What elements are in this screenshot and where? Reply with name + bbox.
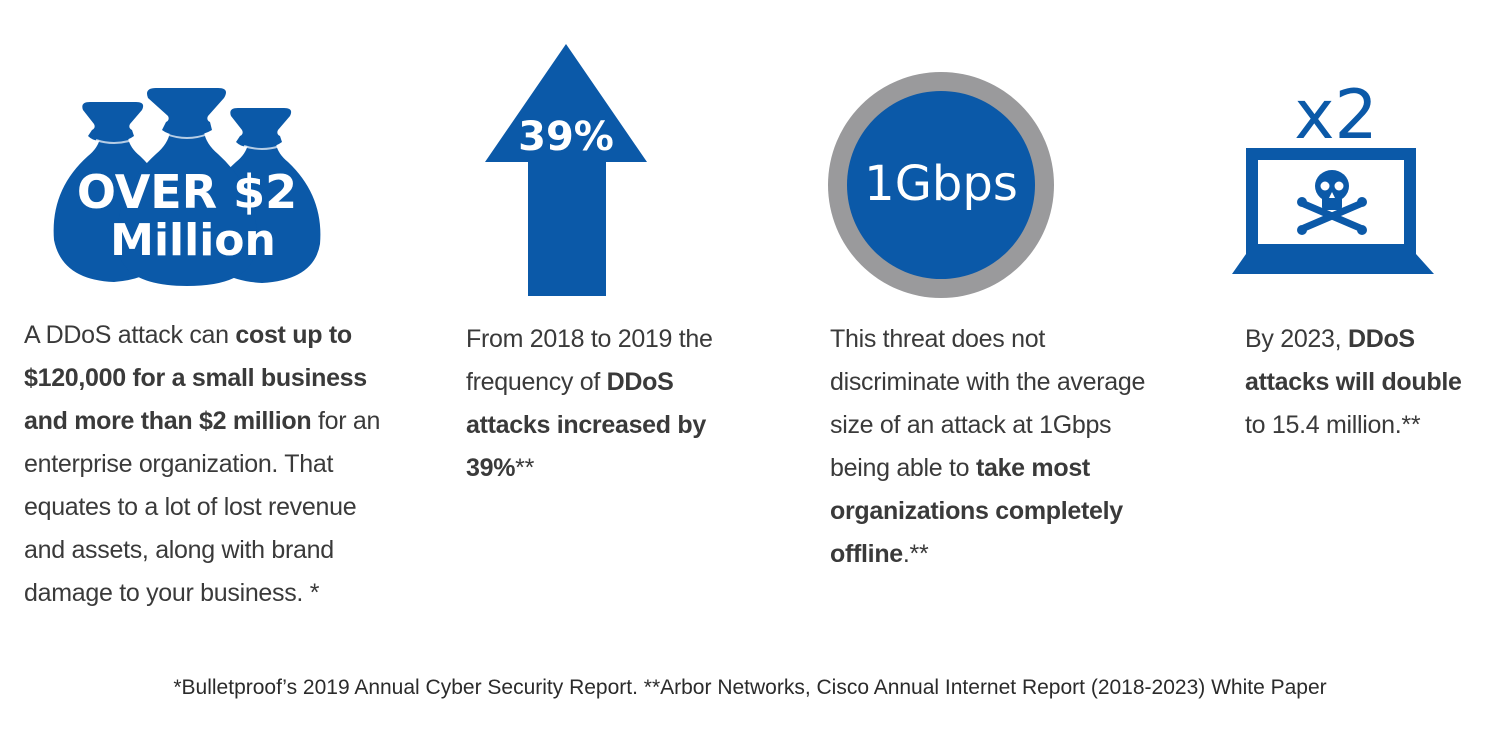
stat-description-growth: By 2023, DDoS attacks will double to 15.… [1245, 318, 1485, 447]
stat-description-frequency: From 2018 to 2019 the frequency of DDoS … [466, 318, 726, 490]
bandwidth-label: 1Gbps [864, 156, 1018, 212]
circle-badge-icon: 1Gbps [828, 72, 1054, 298]
sources-footnote: *Bulletproof’s 2019 Annual Cyber Securit… [173, 676, 1327, 699]
skull-icon [1297, 170, 1367, 235]
desc-text: By 2023, [1245, 325, 1348, 353]
up-arrow-icon: 39% [485, 44, 647, 296]
laptop-skull-icon: x2 [1232, 76, 1434, 276]
stat-description-size: This threat does not discriminate with t… [830, 318, 1150, 576]
desc-text: A DDoS attack can [24, 321, 236, 349]
arrow-percent-label: 39% [518, 114, 614, 160]
desc-text: ** [515, 454, 534, 482]
desc-text: for an enterprise organization. That equ… [24, 407, 381, 607]
desc-bold: cost up to $120,000 for a small business… [24, 321, 367, 435]
desc-text: This threat does not discriminate with t… [830, 325, 1146, 482]
desc-text: to 15.4 million.** [1245, 411, 1421, 439]
desc-bold: DDoS attacks increased by 39% [466, 368, 706, 482]
desc-bold: take most organizations completely offli… [830, 454, 1123, 568]
money-bags-line2: Million [110, 215, 276, 266]
desc-text: .** [902, 540, 929, 568]
desc-text: From 2018 to 2019 the frequency of [466, 325, 713, 396]
double-label: x2 [1294, 76, 1378, 155]
stat-description-cost: A DDoS attack can cost up to $120,000 fo… [24, 314, 394, 615]
desc-bold: DDoS attacks will double [1245, 325, 1462, 396]
money-bags-icon: OVER $2 Million [48, 88, 326, 286]
money-bags-line1: OVER $2 [77, 165, 297, 219]
